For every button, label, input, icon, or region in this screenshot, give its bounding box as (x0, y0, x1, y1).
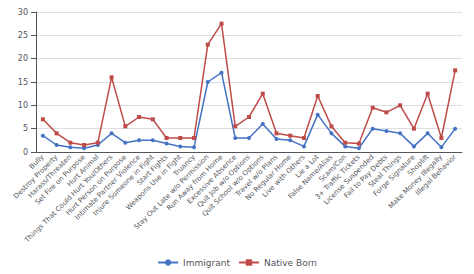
svg-text:Bully: Bully (27, 153, 46, 171)
svg-text:10: 10 (18, 101, 28, 110)
svg-text:Stay Out Late w/o Permission: Stay Out Late w/o Permission (132, 153, 211, 232)
svg-text:Shoplift: Shoplift (406, 153, 431, 178)
svg-text:Excessive Absence: Excessive Absence (185, 153, 239, 206)
svg-text:Lie a Lot: Lie a Lot (293, 153, 321, 180)
svg-text:No Regular Home: No Regular Home (244, 153, 294, 203)
svg-text:Travel w/o Plans: Travel w/o Plans (234, 153, 280, 199)
svg-text:Run Away from Home: Run Away from Home (165, 153, 225, 213)
svg-text:3+ Traffic Tickets: 3+ Traffic Tickets (313, 153, 362, 202)
svg-text:25: 25 (18, 31, 28, 40)
svg-text:Immigrant: Immigrant (183, 258, 230, 268)
svg-text:Quit School w/o Options: Quit School w/o Options (200, 153, 266, 218)
svg-text:False Name/Alias: False Name/Alias (286, 153, 335, 201)
svg-text:5: 5 (23, 124, 28, 133)
svg-text:Hurt Animal: Hurt Animal (65, 153, 101, 189)
svg-text:Native Born: Native Born (264, 258, 317, 268)
svg-text:Fail to Pay Debts: Fail to Pay Debts (342, 153, 390, 200)
svg-text:Steal Things: Steal Things (366, 153, 403, 190)
svg-text:Destroy Property: Destroy Property (12, 153, 60, 201)
svg-text:0: 0 (23, 148, 28, 157)
svg-text:Set Fire on Purpose: Set Fire on Purpose (33, 153, 87, 207)
svg-text:20: 20 (18, 54, 28, 63)
svg-text:License Suspended: License Suspended (322, 153, 376, 207)
svg-text:Harass/Threaten: Harass/Threaten (26, 153, 74, 200)
svg-text:Weapons Use in Fight: Weapons Use in Fight (124, 153, 184, 212)
svg-text:Things That Could Hurt You/Oth: Things That Could Hurt You/Others (23, 153, 115, 245)
svg-text:Truancy: Truancy (172, 153, 197, 179)
svg-text:Injure Someone in Fight: Injure Someone in Fight (91, 153, 156, 218)
svg-text:Hurt Person on Purpose: Hurt Person on Purpose (64, 153, 129, 217)
svg-text:Make Money Illegally: Make Money Illegally (387, 153, 444, 210)
svg-text:Forge Signature: Forge Signature (371, 153, 417, 198)
svg-text:Scam/Con: Scam/Con (317, 153, 348, 184)
svg-text:15: 15 (18, 78, 28, 87)
svg-text:Live with Others: Live with Others (260, 153, 307, 200)
svg-text:Start Fights: Start Fights (135, 153, 170, 188)
svg-text:Quit Job w/o Options: Quit Job w/o Options (196, 153, 252, 209)
svg-text:Illegal Behavior: Illegal Behavior (414, 153, 458, 197)
svg-text:Intimate Partner Violence: Intimate Partner Violence (73, 153, 141, 221)
svg-text:30: 30 (18, 8, 28, 17)
